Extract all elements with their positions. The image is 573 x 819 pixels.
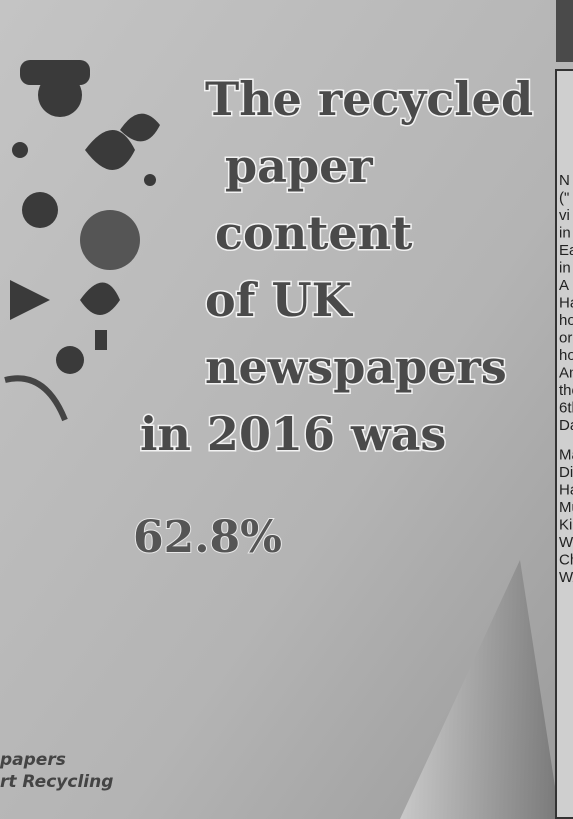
paper-fold [400,560,560,819]
sidebar-line: Ha [559,295,573,312]
footer-line: rt Recycling [0,772,113,792]
headline-line: in 2016 was [140,407,446,461]
decoration [4,60,160,422]
headline-line: The recycled [205,72,533,126]
sidebar-line: Che [559,552,573,569]
sidebar-line: ho [559,347,573,364]
sidebar-line: the [559,382,573,399]
sidebar-line: in [559,225,571,242]
sidebar-header [556,0,573,62]
sidebar-line: King [559,517,573,534]
sidebar-line: vi [559,207,570,224]
sidebar-line: Dire [559,464,573,481]
sidebar-line: N [559,172,570,189]
headline-stat: 62.8% [133,512,282,563]
sidebar-line: ho [559,312,573,329]
sidebar-line: A [559,277,569,294]
sidebar-line: 6th [559,400,573,417]
footer-line: papers [0,750,66,770]
sidebar-line: or [559,330,572,347]
sidebar-line: Mar [559,447,573,464]
content: The recycled paper content of UK newspapers i… [0,71,573,793]
sidebar-line: WA6 [559,569,573,586]
sidebar-line: Mun [559,499,573,516]
sidebar-line: in [559,260,571,277]
sidebar-line: Ea [559,242,573,259]
headline-line: of UK [205,273,354,327]
sidebar-line: Dai [559,417,573,434]
sidebar-box [555,69,573,819]
sidebar-line: Hali [559,482,573,499]
headline-line: paper [225,139,373,193]
headline-line: content [215,206,413,260]
sidebar-line: Wid [559,534,573,551]
sidebar-line: (" [559,190,569,207]
headline-line: newspapers [205,340,507,394]
sidebar-line: Am [559,365,573,382]
